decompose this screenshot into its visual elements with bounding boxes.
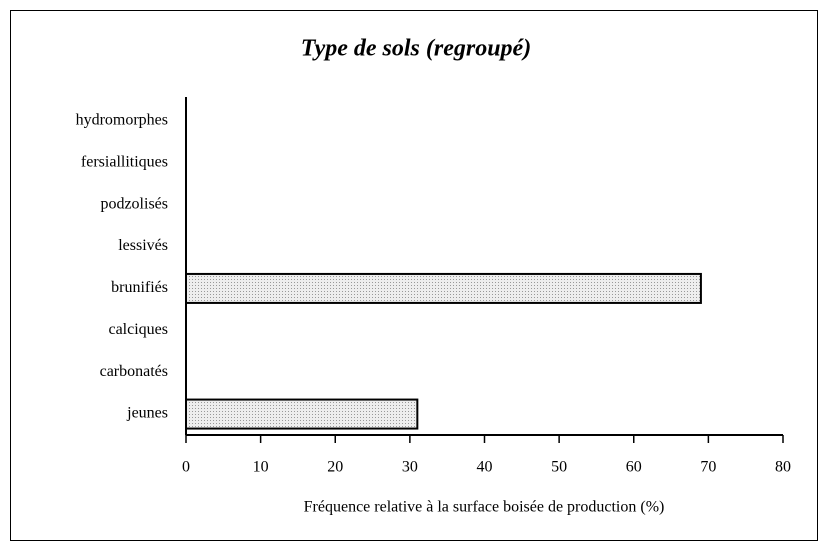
x-tick-label: 50: [551, 459, 567, 476]
y-tick-label: jeunes: [126, 405, 168, 422]
x-tick-label: 10: [253, 459, 269, 476]
x-tick-label: 20: [327, 459, 343, 476]
y-tick-label: podzolisés: [100, 195, 168, 212]
chart-title: Type de sols (regroupé): [301, 36, 531, 62]
bar: [185, 272, 702, 304]
x-tick-label: 80: [775, 459, 791, 476]
x-tick-label: 0: [182, 459, 190, 476]
bar: [185, 398, 419, 430]
y-tick-label: hydromorphes: [76, 112, 168, 129]
y-tick-label: calciques: [108, 321, 168, 338]
x-tick-label: 40: [477, 459, 493, 476]
x-tick-label: 70: [700, 459, 716, 476]
y-tick-label: lessivés: [118, 237, 168, 254]
y-tick-label: brunifiés: [111, 279, 168, 296]
y-tick-label: fersiallitiques: [81, 153, 168, 170]
x-tick-label: 30: [402, 459, 418, 476]
y-tick-label: carbonatés: [100, 363, 168, 380]
x-tick-label: 60: [626, 459, 642, 476]
x-axis-label: Fréquence relative à la surface boisée d…: [304, 499, 665, 516]
